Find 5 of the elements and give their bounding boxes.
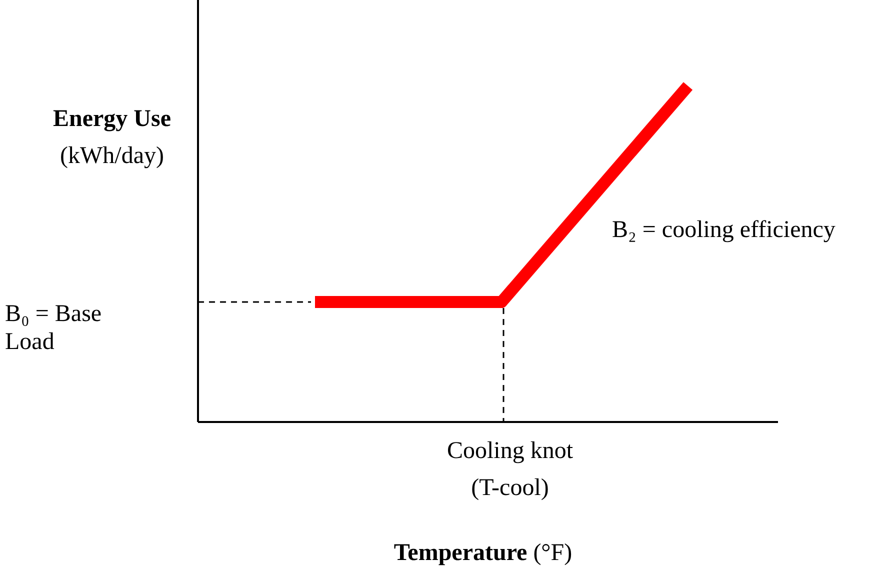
text: Cooling knot (T-cool) bbox=[446, 438, 574, 501]
ref-line-label: B₀ = Base Load bbox=[5, 301, 102, 356]
x-axis-title: Temperature (°F) bbox=[394, 540, 572, 566]
annotation: B₂ = cooling efficiency bbox=[612, 217, 836, 243]
y-axis-title: Energy Use (kWh/day) bbox=[53, 106, 172, 169]
